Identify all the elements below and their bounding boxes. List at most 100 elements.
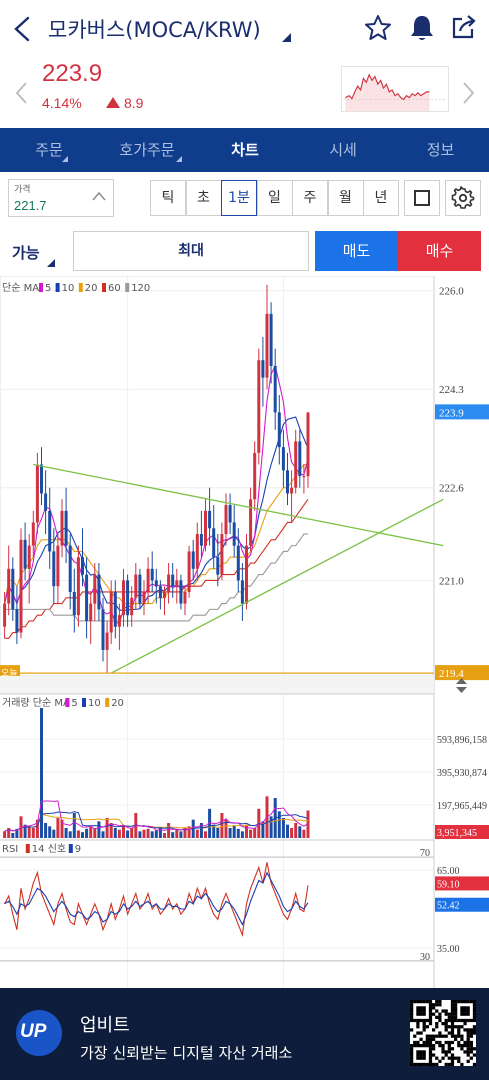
candle-body bbox=[281, 447, 285, 471]
scroll-up-icon bbox=[456, 678, 467, 684]
qr-module bbox=[472, 1062, 476, 1066]
candle-body bbox=[19, 539, 23, 633]
qr-module bbox=[441, 1009, 445, 1013]
qr-module bbox=[419, 1018, 423, 1023]
tab-order-label: 주문 bbox=[35, 141, 63, 159]
tab-quotes[interactable]: 시세 bbox=[294, 128, 392, 172]
qr-module bbox=[416, 1053, 420, 1057]
price-legend-swatch bbox=[102, 283, 106, 292]
candle-body bbox=[126, 580, 130, 616]
qr-module bbox=[460, 1025, 464, 1029]
qr-module bbox=[428, 1062, 433, 1066]
favorite-star-icon[interactable] bbox=[364, 14, 392, 42]
available-selector[interactable]: 가능 bbox=[12, 244, 40, 262]
volume-legend-label: 10 bbox=[88, 698, 101, 709]
qr-module bbox=[422, 1018, 426, 1023]
qr-module bbox=[447, 1025, 451, 1029]
qr-module bbox=[466, 1047, 470, 1051]
upbit-banner[interactable] bbox=[0, 988, 489, 1080]
max-quantity-button[interactable]: 최대 bbox=[73, 231, 309, 271]
rsi-current-tag-bg bbox=[435, 897, 489, 912]
candle-body bbox=[146, 568, 150, 592]
qr-module bbox=[410, 1028, 414, 1032]
tab-orderbook-order[interactable]: 호가주문 bbox=[98, 128, 196, 172]
qr-module bbox=[447, 1040, 451, 1045]
candle-body bbox=[109, 591, 113, 633]
timeframe-1[interactable]: 초 bbox=[185, 180, 222, 216]
volume-bar bbox=[290, 828, 294, 838]
market-title[interactable]: 모카버스(MOCA/KRW) bbox=[48, 18, 261, 42]
next-market-arrow-icon[interactable] bbox=[460, 80, 476, 106]
upbit-logo-text: UP bbox=[20, 1021, 47, 1042]
candle-body bbox=[44, 493, 48, 511]
bell-icon[interactable] bbox=[408, 13, 436, 43]
qr-module bbox=[472, 1015, 476, 1019]
tab-info[interactable]: 정보 bbox=[392, 128, 489, 172]
timeframe-2[interactable]: 1분 bbox=[221, 180, 257, 216]
tab-order[interactable]: 주문 bbox=[0, 128, 98, 172]
qr-module bbox=[463, 1044, 467, 1048]
qr-module bbox=[450, 1012, 455, 1016]
candle-body bbox=[158, 586, 162, 598]
volume-tick-label: 593,896,158 bbox=[437, 735, 487, 746]
tab-chart[interactable]: 차트 bbox=[196, 128, 294, 172]
back-arrow-icon[interactable] bbox=[8, 12, 38, 46]
buy-button[interactable]: 매수 bbox=[398, 231, 481, 271]
price-selector[interactable] bbox=[8, 179, 114, 217]
qr-module bbox=[469, 1031, 473, 1035]
qr-module bbox=[463, 1006, 467, 1010]
timeframe-6[interactable]: 년 bbox=[363, 180, 399, 216]
timeframe-0[interactable]: 틱 bbox=[150, 180, 186, 216]
volume-bar bbox=[220, 813, 224, 838]
sell-button[interactable]: 매도 bbox=[315, 231, 398, 271]
tab-orderbook-caret-icon bbox=[176, 156, 182, 162]
candle-body bbox=[117, 615, 121, 627]
qr-module bbox=[447, 1050, 451, 1054]
qr-module bbox=[413, 1040, 417, 1045]
volume-bar bbox=[199, 823, 203, 838]
volume-legend-prefix: 거래량 단순 MA bbox=[2, 697, 70, 709]
price-selector-label: 가격 bbox=[14, 185, 31, 195]
volume-bar bbox=[216, 828, 220, 838]
qr-module bbox=[410, 1044, 414, 1048]
candle-body bbox=[89, 603, 93, 621]
qr-module bbox=[447, 1031, 451, 1035]
available-caret-icon[interactable] bbox=[47, 259, 55, 267]
qr-module bbox=[450, 1022, 455, 1026]
qr-module bbox=[416, 1040, 420, 1045]
today-tag: 오늘 bbox=[1, 668, 18, 679]
qr-module bbox=[460, 1018, 464, 1023]
current-price-tag: 223.9 bbox=[439, 407, 464, 419]
rsi-current-tag-bg bbox=[435, 876, 489, 891]
qr-module bbox=[432, 1037, 436, 1041]
qr-module bbox=[466, 1009, 470, 1013]
chevron-up-icon[interactable] bbox=[92, 190, 106, 202]
prev-market-arrow-icon[interactable] bbox=[14, 80, 30, 106]
qr-module bbox=[422, 1050, 426, 1054]
price-tick-label: 224.3 bbox=[439, 384, 464, 396]
candle-body bbox=[232, 522, 236, 546]
mini-price-chart[interactable] bbox=[341, 66, 449, 112]
time-axis-strip bbox=[0, 676, 434, 694]
volume-bar bbox=[81, 832, 84, 838]
qr-module bbox=[419, 1000, 423, 1004]
qr-module bbox=[422, 1028, 426, 1032]
volume-bar bbox=[7, 828, 11, 838]
timeframe-5[interactable]: 월 bbox=[327, 180, 364, 216]
market-select-caret-icon[interactable] bbox=[282, 33, 291, 42]
timeframe-3[interactable]: 일 bbox=[256, 180, 293, 216]
settings-button[interactable] bbox=[445, 180, 481, 216]
drawing-tool-button[interactable] bbox=[404, 180, 440, 216]
volume-bar bbox=[126, 830, 130, 838]
timeframe-4[interactable]: 주 bbox=[292, 180, 328, 216]
qr-module bbox=[460, 1062, 464, 1066]
volume-bar bbox=[76, 830, 80, 838]
qr-module bbox=[472, 1028, 476, 1032]
price-legend-label: 120 bbox=[131, 283, 150, 294]
qr-module bbox=[444, 1062, 448, 1066]
candle-body bbox=[97, 574, 101, 610]
qr-module bbox=[450, 1040, 455, 1045]
share-icon[interactable] bbox=[450, 13, 478, 41]
qr-module bbox=[428, 1003, 433, 1007]
